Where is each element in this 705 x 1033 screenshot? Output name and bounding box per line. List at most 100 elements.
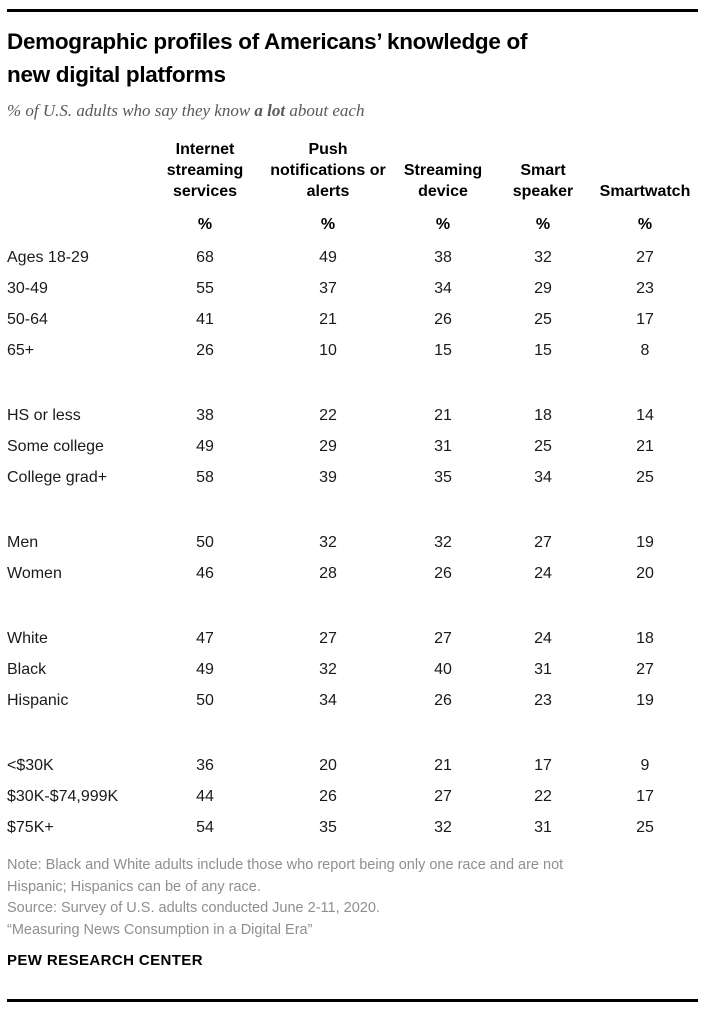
demographics-table: Internet streaming services Push notific…	[7, 139, 698, 843]
group-spacer-row	[7, 493, 698, 527]
cell-value: 26	[319, 787, 337, 805]
column-header-smartwatch: Smartwatch	[599, 183, 691, 200]
cell-value: 14	[636, 406, 654, 424]
page-subtitle: % of U.S. adults who say they know a lot…	[7, 100, 698, 122]
row-label: Ages 18-29	[7, 248, 89, 266]
cell-value: 21	[319, 310, 337, 328]
table-row: HS or less 38 22 21 18 14	[7, 400, 698, 431]
cell-value: 40	[434, 660, 452, 678]
cell-value: 34	[434, 279, 452, 297]
source-line: Source: Survey of U.S. adults conducted …	[7, 900, 380, 916]
cell-value: 18	[636, 629, 654, 647]
row-label: Hispanic	[7, 691, 69, 709]
cell-value: 68	[196, 248, 214, 266]
cell-value: 29	[319, 437, 337, 455]
cell-value: 41	[196, 310, 214, 328]
cell-value: 27	[434, 629, 452, 647]
cell-value: 19	[636, 533, 654, 551]
cell-value: 29	[534, 279, 552, 297]
cell-value: 35	[319, 818, 337, 836]
cell-value: 49	[196, 437, 214, 455]
corner-cell	[7, 139, 146, 202]
group-spacer-row	[7, 589, 698, 623]
cell-value: 24	[534, 629, 552, 647]
cell-value: 27	[534, 533, 552, 551]
cell-value: 23	[534, 691, 552, 709]
cell-value: 15	[434, 341, 452, 359]
cell-value: 24	[534, 564, 552, 582]
note-line: Note: Black and White adults include tho…	[7, 857, 564, 873]
cell-value: 26	[434, 564, 452, 582]
cell-value: 54	[196, 818, 214, 836]
cell-value: 35	[434, 468, 452, 486]
top-rule	[7, 9, 698, 12]
cell-value: 49	[319, 248, 337, 266]
row-label: $75K+	[7, 818, 54, 836]
cell-value: 50	[196, 533, 214, 551]
table-row: Hispanic 50 34 26 23 19	[7, 685, 698, 716]
cell-value: 17	[534, 756, 552, 774]
unit-symbol: %	[197, 216, 213, 233]
pew-research-center-wordmark: PEW RESEARCH CENTER	[7, 952, 203, 969]
cell-value: 18	[534, 406, 552, 424]
row-label: College grad+	[7, 468, 108, 486]
cell-value: 47	[196, 629, 214, 647]
cell-value: 36	[196, 756, 214, 774]
cell-value: 49	[196, 660, 214, 678]
cell-value: 20	[636, 564, 654, 582]
cell-value: 38	[434, 248, 452, 266]
table-row: 30-49 55 37 34 29 23	[7, 273, 698, 304]
row-label: 30-49	[7, 279, 48, 297]
table-row: Some college 49 29 31 25 21	[7, 431, 698, 462]
cell-value: 44	[196, 787, 214, 805]
cell-value: 25	[534, 310, 552, 328]
table-row: $30K-$74,999K 44 26 27 22 17	[7, 781, 698, 812]
cell-value: 8	[640, 341, 650, 359]
cell-value: 25	[534, 437, 552, 455]
cell-value: 22	[319, 406, 337, 424]
table-row: College grad+ 58 39 35 34 25	[7, 462, 698, 493]
column-header-streaming-device: Streaming device	[403, 162, 483, 200]
row-label: Men	[7, 533, 39, 551]
row-label: White	[7, 629, 48, 647]
table-row: 50-64 41 21 26 25 17	[7, 304, 698, 335]
page-title-line1: Demographic profiles of Americans’ knowl…	[7, 29, 528, 54]
cell-value: 26	[434, 310, 452, 328]
unit-symbol: %	[535, 216, 551, 233]
subtitle-emphasis: a lot	[254, 101, 286, 120]
cell-value: 38	[196, 406, 214, 424]
column-header-row: Internet streaming services Push notific…	[7, 139, 698, 202]
cell-value: 17	[636, 787, 654, 805]
cell-value: 21	[434, 406, 452, 424]
cell-value: 31	[534, 660, 552, 678]
unit-corner-cell	[7, 202, 146, 242]
cell-value: 27	[636, 660, 654, 678]
table-row: <$30K 36 20 21 17 9	[7, 750, 698, 781]
cell-value: 27	[319, 629, 337, 647]
cell-value: 17	[636, 310, 654, 328]
table-row: White 47 27 27 24 18	[7, 623, 698, 654]
subtitle-prefix: % of U.S. adults who say they know	[7, 101, 255, 120]
cell-value: 21	[636, 437, 654, 455]
cell-value: 28	[319, 564, 337, 582]
note-line: Hispanic; Hispanics can be of any race.	[7, 878, 261, 895]
unit-symbol: %	[637, 216, 653, 233]
cell-value: 46	[196, 564, 214, 582]
row-label: Some college	[7, 437, 104, 455]
row-label: <$30K	[7, 756, 54, 774]
row-label: 50-64	[7, 310, 48, 328]
row-label: Black	[7, 660, 47, 678]
row-label: 65+	[7, 341, 35, 359]
group-spacer-row	[7, 366, 698, 400]
cell-value: 34	[534, 468, 552, 486]
cell-value: 32	[434, 533, 452, 551]
cell-value: 32	[319, 660, 337, 678]
table-row: $75K+ 54 35 32 31 25	[7, 812, 698, 843]
table-row: Men 50 32 32 27 19	[7, 527, 698, 558]
row-label: $30K-$74,999K	[7, 787, 119, 805]
bottom-rule	[7, 999, 698, 1002]
report-title-line: “Measuring News Consumption in a Digital…	[7, 921, 313, 938]
table-row: Ages 18-29 68 49 38 32 27	[7, 242, 698, 273]
page-title: Demographic profiles of Americans’ knowl…	[7, 25, 698, 91]
cell-value: 10	[319, 341, 337, 359]
